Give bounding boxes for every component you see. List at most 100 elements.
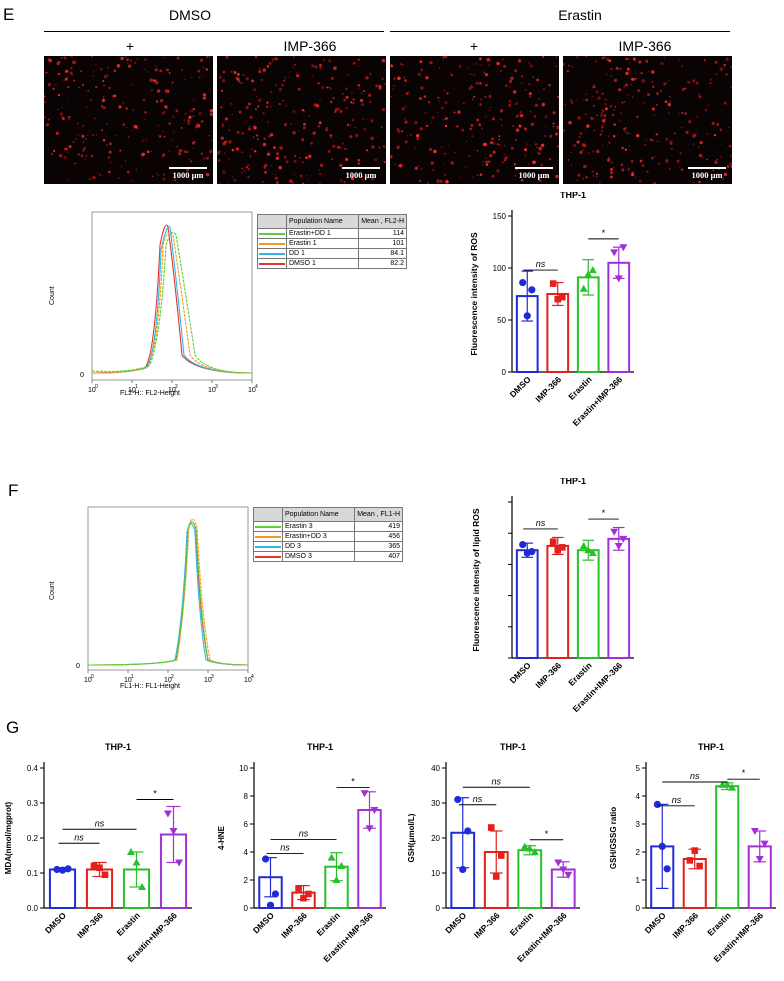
data-point xyxy=(58,866,67,874)
cell-dot xyxy=(476,174,479,176)
cell-dot xyxy=(264,163,268,167)
cell-dot xyxy=(264,171,267,174)
data-point xyxy=(760,840,769,848)
cell-dot xyxy=(601,112,603,114)
cell-dot xyxy=(619,112,622,115)
cell-dot xyxy=(727,126,730,129)
cell-dot xyxy=(95,134,97,136)
scale-bar: 1000 μm xyxy=(515,167,553,180)
cell-dot xyxy=(569,99,573,102)
flow-x-tick-label: 10 xyxy=(164,677,172,684)
cell-dot xyxy=(536,146,538,149)
category-label: IMP-366 xyxy=(472,910,502,940)
cell-dot xyxy=(515,168,519,172)
cell-dot xyxy=(441,146,443,148)
cell-dot xyxy=(528,92,532,96)
sig-label: ns xyxy=(536,518,546,528)
cell-dot xyxy=(436,180,440,184)
data-point xyxy=(169,828,178,835)
cell-dot xyxy=(357,84,361,87)
flow-x-ticks: 10 0 10 1 10 2 10 3 10 4 xyxy=(88,380,258,394)
cell-dot xyxy=(69,71,73,75)
cell-dot xyxy=(576,179,579,181)
cell-dot xyxy=(326,86,329,89)
cell-dot xyxy=(336,145,340,149)
cell-dot xyxy=(126,61,129,64)
cell-dot xyxy=(651,107,655,111)
data-point xyxy=(686,857,694,864)
cell-dot xyxy=(159,69,163,73)
bar-chart-lipid-ros: THP-1 Fluorescence intensity of lipid ROS… xyxy=(471,478,634,714)
data-point xyxy=(459,865,467,874)
cell-dot xyxy=(468,86,472,90)
cell-dot xyxy=(102,138,106,142)
cell-dot xyxy=(186,168,190,172)
cell-dot xyxy=(108,150,112,154)
cell-dot xyxy=(491,174,495,178)
cell-dot xyxy=(103,74,108,79)
cell-dot xyxy=(510,146,514,150)
cell-dot xyxy=(576,140,580,144)
cell-dot xyxy=(501,161,504,164)
cell-dot xyxy=(722,178,724,180)
cell-dot xyxy=(566,69,570,73)
cell-dot xyxy=(136,58,139,61)
group-label-erastin: Erastin xyxy=(558,7,602,23)
cell-dot xyxy=(656,140,659,142)
cell-dot xyxy=(202,96,206,100)
cell-dot xyxy=(275,152,280,156)
cell-dot xyxy=(108,87,111,89)
cell-dot xyxy=(476,149,479,152)
cell-dot xyxy=(192,115,195,118)
cell-dot xyxy=(564,104,566,106)
cell-dot xyxy=(465,173,467,175)
cell-dot xyxy=(665,159,669,163)
cell-dot xyxy=(55,131,59,135)
cell-dot xyxy=(508,99,512,103)
cell-dot xyxy=(598,181,601,184)
cell-dot xyxy=(89,131,91,133)
cell-dot xyxy=(545,173,549,177)
cell-dot xyxy=(134,61,137,64)
cell-dot xyxy=(260,78,263,82)
image-label-dmso-plus: + xyxy=(125,38,135,54)
cell-dot xyxy=(720,143,722,145)
cell-dot xyxy=(582,99,584,101)
cell-dot xyxy=(240,81,243,85)
cell-dot xyxy=(162,177,166,181)
cell-dot xyxy=(396,147,398,149)
cell-dot xyxy=(217,159,221,162)
cell-dot xyxy=(651,81,654,83)
cell-dot xyxy=(548,158,552,161)
flow-x-tick-label: 10 xyxy=(204,677,212,684)
cell-dot xyxy=(656,103,658,106)
cell-dot xyxy=(219,182,221,184)
sig-label: ns xyxy=(280,842,290,852)
cell-dot xyxy=(332,97,335,100)
chart-ylabel: GSH/GSSG ratio xyxy=(609,807,618,869)
flow-x-tick-exp: 3 xyxy=(211,674,214,680)
cell-dot xyxy=(100,105,104,108)
cell-dot xyxy=(262,112,265,115)
cell-dot xyxy=(157,89,161,93)
cell-dot xyxy=(634,60,636,62)
cell-dot xyxy=(76,122,79,125)
cell-dot xyxy=(524,148,528,152)
category-label: IMP-366 xyxy=(533,660,563,690)
cell-dot xyxy=(202,66,205,69)
cell-dot xyxy=(552,122,555,125)
data-point xyxy=(295,885,302,892)
cell-dot xyxy=(543,88,545,90)
cell-dot xyxy=(365,76,369,80)
cell-dot xyxy=(200,120,204,123)
cell-dot xyxy=(419,97,422,100)
cell-dot xyxy=(624,83,629,87)
cell-dot xyxy=(514,175,517,177)
cell-dot xyxy=(95,63,97,65)
cell-dot xyxy=(252,136,255,138)
flow-xlabel: FL2-H:: FL2-Height xyxy=(120,390,180,397)
cell-dot xyxy=(555,56,558,58)
data-point xyxy=(492,873,500,880)
cell-dot xyxy=(625,71,629,76)
cell-dot xyxy=(67,85,70,89)
